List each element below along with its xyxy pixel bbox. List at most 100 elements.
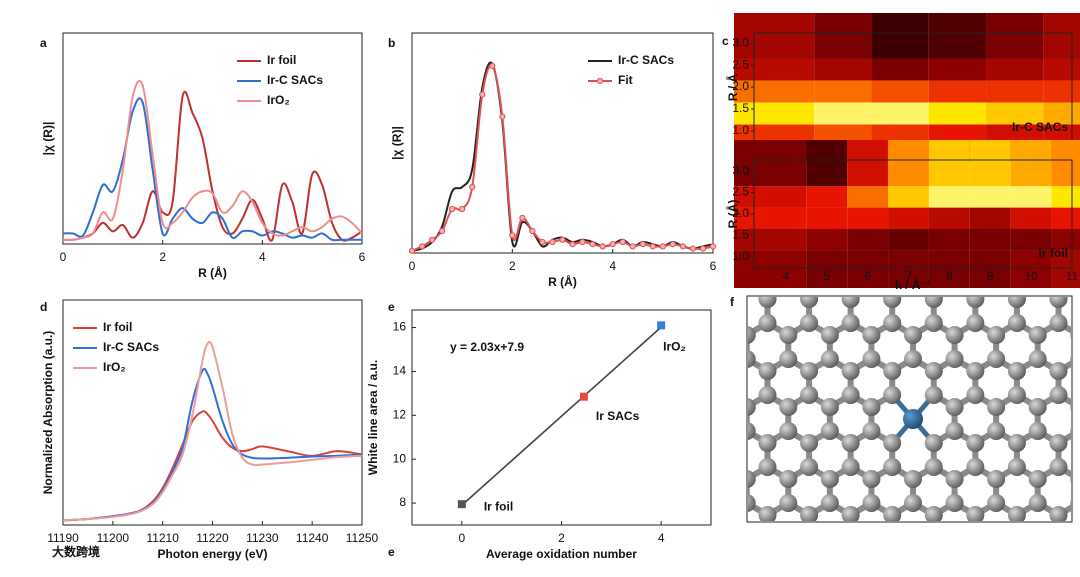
heat-cell: [1010, 140, 1052, 187]
carbon-atom: [820, 326, 839, 344]
iridium-atom: [903, 409, 923, 429]
heat-cell: [814, 58, 872, 81]
heat-cell: [734, 250, 807, 288]
heat-cell: [928, 229, 970, 251]
legend-label: Ir foil: [267, 53, 296, 67]
carbon-atom: [924, 314, 943, 332]
carbon-atom: [738, 566, 756, 577]
y-tick-label: 8: [399, 495, 406, 509]
carbon-atom: [987, 470, 1006, 488]
carbon-atom: [841, 297, 860, 308]
panel-label: a: [40, 36, 47, 50]
heat-cell: [1051, 207, 1080, 229]
bond: [1038, 539, 1059, 551]
heat-cell: [871, 58, 929, 81]
panel-label: c: [722, 34, 729, 48]
x-tick-label: 7: [905, 269, 912, 283]
carbon-atom: [966, 297, 985, 308]
carbon-atom: [759, 530, 777, 548]
bond: [788, 539, 809, 551]
carbon-atom: [821, 566, 839, 577]
carbon-atom: [966, 458, 985, 476]
heat-cell: [734, 13, 815, 59]
heat-cell: [814, 13, 872, 59]
y-axis-label: |χ (R)|: [41, 122, 55, 156]
bond: [705, 503, 726, 515]
heat-cell: [1010, 229, 1052, 251]
carbon-atom: [1007, 362, 1026, 380]
carbon-atom: [800, 458, 819, 476]
carbon-atom: [966, 434, 985, 452]
carbon-atom: [883, 314, 902, 332]
data-point: [449, 205, 456, 213]
bond: [726, 539, 747, 551]
series-line: [412, 64, 713, 252]
heat-cell: [847, 229, 889, 251]
carbon-atom: [883, 458, 902, 476]
x-tick-label: 11230: [246, 531, 279, 545]
carbon-atom: [904, 542, 922, 560]
carbon-atom: [1008, 530, 1026, 548]
heat-cell: [734, 140, 807, 187]
heatmap-label: Ir foil: [1039, 246, 1068, 260]
heat-cell: [1051, 186, 1080, 208]
carbon-atom: [800, 530, 818, 548]
y-tick-label: 1.5: [732, 228, 749, 242]
carbon-atom: [841, 458, 860, 476]
x-tick-label: 6: [864, 269, 871, 283]
panel-label: e: [388, 300, 395, 314]
heat-cell: [1051, 250, 1080, 288]
carbon-atom: [1070, 355, 1071, 363]
carbon-atom: [1007, 434, 1026, 452]
heat-cell: [928, 13, 987, 59]
heat-cell: [1043, 13, 1080, 59]
x-tick-label: 10: [1024, 269, 1038, 283]
carbon-atom: [821, 542, 839, 560]
carbon-atom: [904, 566, 922, 577]
carbon-atom: [758, 434, 777, 452]
x-tick-label: 9: [987, 269, 994, 283]
heat-cell: [928, 58, 987, 81]
heat-cell: [986, 58, 1044, 81]
point-label: Ir SACs: [596, 409, 640, 423]
data-point: [659, 243, 666, 250]
carbon-atom: [1049, 530, 1067, 548]
bond: [830, 539, 851, 551]
heat-cell: [734, 186, 807, 208]
carbon-atom: [779, 470, 798, 488]
series-line: [412, 61, 713, 252]
carbon-atom: [717, 362, 735, 380]
carbon-atom: [758, 362, 777, 380]
x-tick-label: 2: [159, 250, 166, 264]
heat-cell: [928, 207, 970, 229]
data-point: [509, 232, 516, 239]
carbon-atom: [924, 506, 943, 521]
carbon-atom: [717, 506, 735, 524]
carbon-atom: [717, 434, 735, 452]
carbon-atom: [862, 398, 881, 416]
carbon-atom: [987, 398, 1006, 416]
panel-label: d: [40, 300, 47, 314]
x-tick-label: 11240: [296, 531, 329, 545]
carbon-atom: [945, 398, 964, 416]
heat-cell: [928, 140, 970, 187]
carbon-atom: [862, 422, 881, 440]
carbon-atom: [1028, 422, 1047, 440]
heat-cell: [871, 80, 929, 103]
heat-cell: [928, 102, 987, 125]
bond: [851, 539, 872, 551]
bond: [768, 539, 789, 551]
carbon-atom: [717, 314, 735, 332]
carbon-atom: [1007, 506, 1026, 521]
heat-cell: [734, 229, 807, 251]
x-tick-label: 11190: [47, 531, 79, 545]
carbon-atom: [987, 566, 1005, 577]
y-tick-label: 2.5: [732, 57, 749, 71]
carbon-atom: [1028, 350, 1047, 368]
data-point: [428, 236, 436, 243]
data-point: [709, 243, 717, 250]
heat-cell: [969, 186, 1011, 208]
x-tick-label: 6: [359, 250, 366, 264]
carbon-atom: [862, 494, 881, 512]
